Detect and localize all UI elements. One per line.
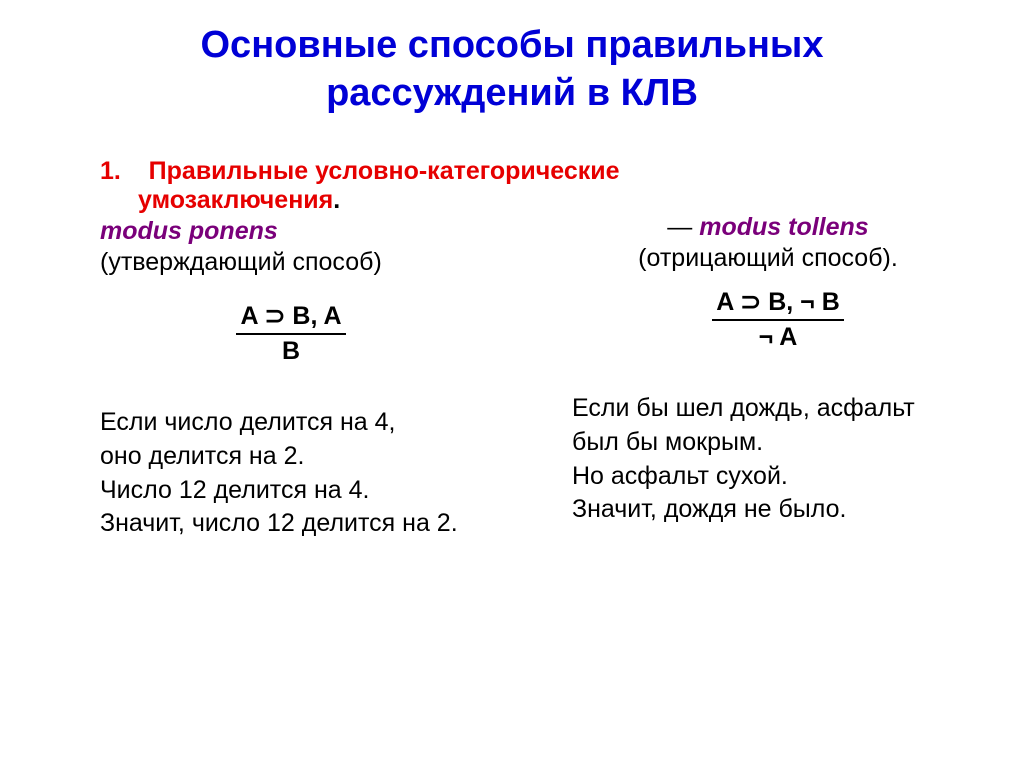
title-line1: Основные способы правильных [201,24,824,66]
modus-tollens-name: modus tollens [699,213,868,241]
two-column-layout: modus ponens (утверждающий способ) A ⊃ B… [0,217,1024,541]
section-period: . [333,186,340,214]
ponens-ex-l1: Если число делится на 4, [100,406,462,440]
ponens-formula: A ⊃ B, A B [90,301,492,366]
section-number: 1. [100,157,121,186]
tollens-ex-l3: Но асфальт сухой. [572,460,964,494]
ponens-formula-premises: A ⊃ B, A [236,301,345,335]
modus-ponens-name: modus ponens [100,217,278,245]
ponens-example: Если число делится на 4, оно делится на … [100,406,492,541]
tollens-ex-l1: Если бы шел дождь, асфальт [572,392,964,426]
ponens-ex-l2: оно делится на 2. [100,440,462,474]
modus-ponens-desc: (утверждающий способ) [100,248,492,277]
tollens-formula: A ⊃ B, ¬ B ¬ A [592,287,964,352]
left-column: modus ponens (утверждающий способ) A ⊃ B… [0,217,512,541]
tollens-formula-premises: A ⊃ B, ¬ B [712,287,844,321]
right-column: — modus tollens (отрицающий способ). A ⊃… [512,217,1024,541]
tollens-example: Если бы шел дождь, асфальт был бы мокрым… [572,392,964,527]
ponens-ex-l4: Значит, число 12 делится на 2. [100,507,462,541]
title-line2: рассуждений в КЛВ [326,72,698,114]
section-block: 1. Правильные условно-категорические умо… [100,157,1024,215]
tollens-dash: — [667,213,692,241]
ponens-formula-conclusion: B [90,337,492,366]
tollens-ex-l4: Значит, дождя не было. [572,493,964,527]
slide-title: Основные способы правильных рассуждений … [0,0,1024,117]
tollens-formula-conclusion: ¬ A [592,323,964,352]
ponens-ex-l3: Число 12 делится на 4. [100,474,462,508]
tollens-ex-l2: был бы мокрым. [572,426,964,460]
section-heading-l2: умозаключения [138,186,333,214]
modus-tollens-desc: (отрицающий способ). [572,244,964,273]
section-heading-l1: Правильные условно-категорические [149,157,620,185]
